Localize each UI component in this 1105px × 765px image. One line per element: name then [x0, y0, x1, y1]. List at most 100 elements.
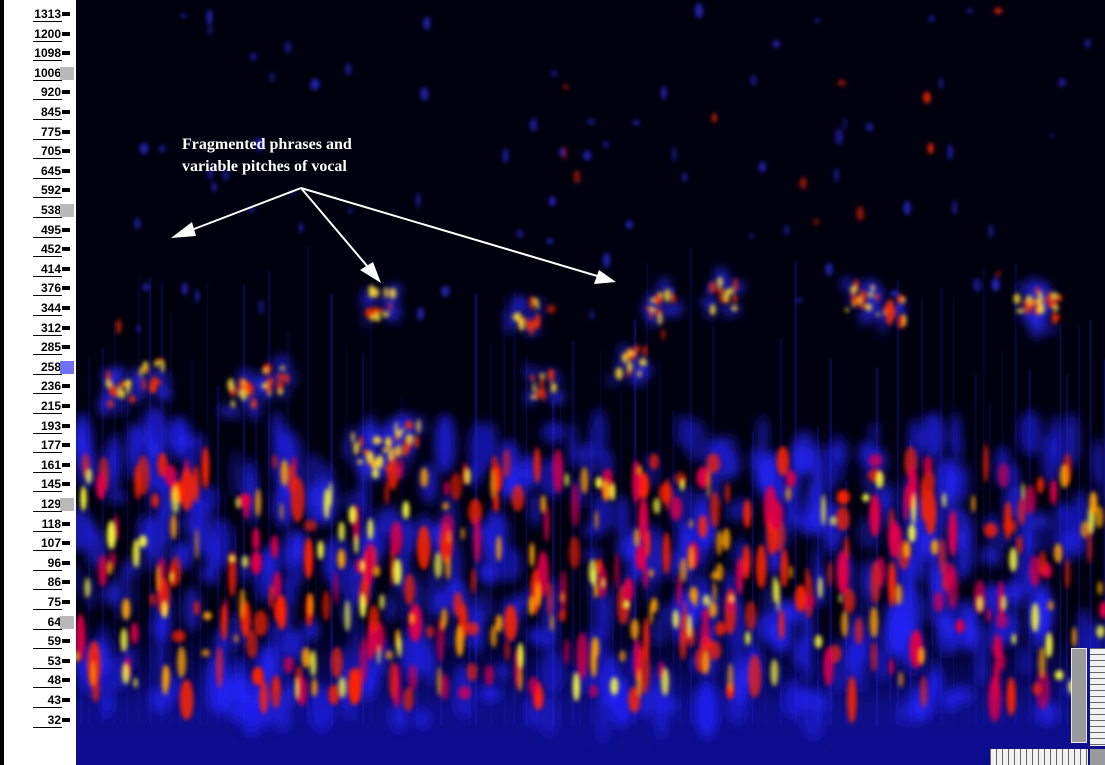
energy-blob	[76, 424, 90, 456]
frequency-tick-mark	[62, 12, 70, 16]
vocal-blob	[650, 306, 655, 313]
energy-blob	[80, 485, 87, 511]
speck	[136, 325, 141, 333]
energy-blob	[133, 677, 138, 688]
energy-blob	[310, 650, 317, 677]
energy-blob	[589, 594, 611, 637]
energy-blob	[359, 592, 366, 618]
energy-blob	[719, 449, 741, 481]
energy-blob	[301, 452, 326, 507]
energy-blob	[802, 633, 812, 681]
energy-blob	[169, 571, 174, 583]
vocal-blob	[374, 296, 382, 304]
horizontal-zoom-ruler[interactable]	[990, 749, 1088, 765]
energy-blob	[623, 600, 630, 609]
vocal-blob	[532, 319, 540, 330]
energy-blob	[657, 602, 676, 627]
speck	[814, 218, 819, 226]
spectro-streak	[525, 356, 528, 725]
energy-blob	[646, 620, 670, 646]
energy-blob	[572, 672, 580, 702]
speck	[856, 206, 864, 221]
energy-blob	[675, 413, 691, 448]
vocal-blob	[384, 436, 392, 448]
vocal-blob	[884, 304, 890, 317]
energy-blob	[638, 497, 649, 545]
spectro-streak	[896, 280, 900, 725]
vocal-blob	[504, 322, 515, 334]
vocal-blob	[107, 399, 114, 409]
energy-blob	[490, 624, 498, 648]
energy-blob	[230, 657, 250, 702]
frequency-tick-label: 775	[33, 125, 62, 140]
energy-blob	[194, 600, 200, 616]
energy-blob	[359, 467, 368, 516]
frequency-tick-mark	[62, 404, 70, 408]
energy-blob	[495, 614, 503, 633]
vocal-blob	[889, 306, 896, 319]
energy-blob	[983, 522, 998, 538]
speck	[995, 271, 1001, 277]
spectro-streak	[315, 473, 318, 725]
energy-blob	[390, 702, 408, 732]
vocal-blob	[850, 285, 858, 294]
vertical-scrollbar[interactable]	[1071, 648, 1087, 743]
energy-blob	[675, 486, 700, 545]
energy-blob	[713, 581, 717, 604]
vocal-blob	[530, 374, 535, 381]
vocal-blob	[621, 352, 628, 364]
energy-blob	[869, 494, 881, 537]
energy-blob	[338, 521, 345, 542]
spectro-streak	[345, 345, 347, 725]
vocal-blob	[1024, 303, 1029, 315]
spectrogram-canvas	[76, 0, 1105, 765]
energy-blob	[360, 559, 365, 572]
speck	[116, 319, 122, 334]
energy-blob	[944, 562, 954, 589]
energy-blob	[230, 449, 242, 499]
energy-blob	[1054, 670, 1064, 681]
frequency-tick-mark	[62, 698, 70, 702]
energy-blob	[1095, 505, 1104, 529]
vocal-blob	[154, 360, 160, 367]
energy-blob	[918, 646, 925, 665]
frequency-tick-mark	[62, 600, 70, 604]
energy-blob	[197, 566, 219, 583]
energy-blob	[280, 502, 284, 520]
energy-blob	[440, 620, 445, 631]
energy-blob	[870, 561, 881, 605]
energy-blob	[589, 684, 598, 698]
spectro-streak	[286, 331, 290, 725]
vocal-blob	[369, 451, 374, 464]
frequency-tick-label: 376	[33, 281, 62, 297]
speck	[837, 79, 846, 87]
vertical-zoom-ruler[interactable]	[1090, 648, 1105, 746]
spectro-streak	[611, 579, 614, 725]
energy-blob	[239, 588, 246, 620]
energy-blob	[615, 494, 630, 540]
energy-blob	[1017, 498, 1026, 525]
spectrogram[interactable]	[76, 0, 1105, 765]
energy-blob	[676, 574, 682, 608]
vocal-blob	[377, 308, 384, 313]
energy-blob	[679, 631, 687, 661]
energy-blob	[679, 557, 688, 583]
energy-blob	[1054, 543, 1063, 563]
energy-blob	[228, 551, 236, 597]
speck	[834, 167, 839, 183]
frequency-tick-label: 118	[33, 517, 62, 532]
speck	[890, 290, 900, 297]
energy-blob	[196, 484, 219, 513]
energy-blob	[113, 568, 136, 622]
energy-blob	[725, 482, 731, 504]
energy-blob	[643, 565, 648, 589]
energy-blob	[903, 541, 911, 559]
energy-blob	[644, 565, 657, 604]
energy-blob	[442, 502, 450, 511]
energy-blob	[267, 618, 294, 652]
vocal-blob	[1046, 323, 1057, 336]
speck	[348, 207, 352, 215]
annotation-arrows	[171, 187, 616, 284]
energy-blob	[971, 494, 976, 513]
frequency-tick-mark	[62, 639, 70, 644]
